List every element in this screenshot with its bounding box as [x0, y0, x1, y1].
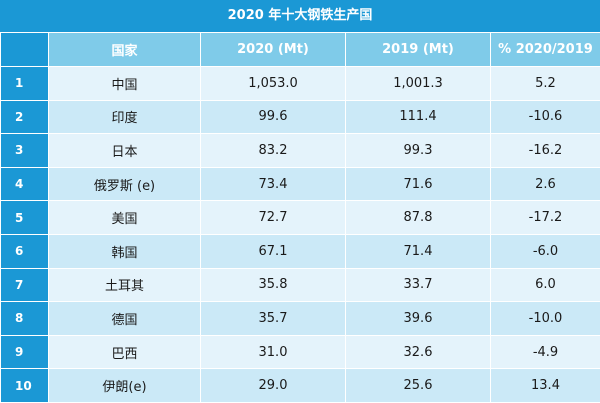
table-cell: -10.0 — [490, 301, 600, 336]
column-header: 2020 (Mt) — [200, 32, 346, 67]
table-cell: 32.6 — [345, 334, 491, 370]
rank-cell: 10 — [0, 368, 49, 403]
table-cell: 99.3 — [345, 133, 491, 168]
rank-cell: 3 — [0, 133, 49, 168]
table-cell: 99.6 — [200, 99, 346, 135]
table-cell: 71.6 — [345, 166, 491, 202]
table-cell: 13.4 — [490, 368, 600, 403]
table-cell: 67.1 — [200, 233, 346, 269]
table-row: 6 韩国 67.1 71.4 -6.0 — [0, 233, 600, 269]
column-header: 国家 — [48, 32, 201, 67]
rank-cell: 5 — [0, 200, 49, 235]
table-cell: 73.4 — [200, 166, 346, 202]
table-row: 10 伊朗(e) 29.0 25.6 13.4 — [0, 368, 600, 403]
table-cell: 39.6 — [345, 301, 491, 336]
rank-cell: 1 — [0, 66, 49, 101]
table: 国家 2020 (Mt) 2019 (Mt)% 2020/2019 1 中国 1,053… — [0, 32, 600, 403]
table-cell: 5.2 — [490, 66, 600, 101]
table-body: 1 中国 1,053.0 1,001.3 5.2 2 印度 99.6 111.4 -10.6 3 日本… — [0, 66, 600, 403]
table-row: 4 俄罗斯 (e) 73.4 71.6 2.6 — [0, 166, 600, 202]
rank-cell: 6 — [0, 233, 49, 269]
table-cell: -17.2 — [490, 200, 600, 235]
table-cell: 72.7 — [200, 200, 346, 235]
table-cell: 印度 — [48, 99, 201, 135]
table-row: 1 中国 1,053.0 1,001.3 5.2 — [0, 66, 600, 101]
table-cell: 87.8 — [345, 200, 491, 235]
table-cell: 美国 — [48, 200, 201, 235]
table-cell: 111.4 — [345, 99, 491, 135]
table-cell: 25.6 — [345, 368, 491, 403]
table-cell: 29.0 — [200, 368, 346, 403]
column-header: % 2020/2019 — [490, 32, 600, 67]
table-cell: -10.6 — [490, 99, 600, 135]
title: 2020 年十大钢铁生产国 — [0, 0, 600, 32]
table-row: 8 德国 35.7 39.6 -10.0 — [0, 301, 600, 336]
table-cell: 土耳其 — [48, 267, 201, 303]
table-cell: -16.2 — [490, 133, 600, 168]
rank-cell: 7 — [0, 267, 49, 303]
table-row: 9 巴西 31.0 32.6 -4.9 — [0, 334, 600, 370]
table-cell: 俄罗斯 (e) — [48, 166, 201, 202]
table-cell: 35.7 — [200, 301, 346, 336]
table-row: 7 土耳其 35.8 33.7 6.0 — [0, 267, 600, 303]
table-cell: 中国 — [48, 66, 201, 101]
table-cell: 1,001.3 — [345, 66, 491, 101]
table-cell: 伊朗(e) — [48, 368, 201, 403]
table-row: 3 日本 83.2 99.3 -16.2 — [0, 133, 600, 168]
table-cell: 35.8 — [200, 267, 346, 303]
table-row: 5 美国 72.7 87.8 -17.2 — [0, 200, 600, 235]
table-cell: 德国 — [48, 301, 201, 336]
table-cell: 韩国 — [48, 233, 201, 269]
corner-cell — [0, 32, 49, 67]
table-cell: 1,053.0 — [200, 66, 346, 101]
rank-cell: 8 — [0, 301, 49, 336]
rank-cell: 4 — [0, 166, 49, 202]
table-cell: -4.9 — [490, 334, 600, 370]
header-row: 国家 2020 (Mt) 2019 (Mt)% 2020/2019 — [0, 32, 600, 67]
table-cell: 33.7 — [345, 267, 491, 303]
table-cell: 巴西 — [48, 334, 201, 370]
rank-cell: 9 — [0, 334, 49, 370]
table-row: 2 印度 99.6 111.4 -10.6 — [0, 99, 600, 135]
table-cell: 日本 — [48, 133, 201, 168]
rank-cell: 2 — [0, 99, 49, 135]
table-cell: 31.0 — [200, 334, 346, 370]
table-cell: 83.2 — [200, 133, 346, 168]
table-cell: 71.4 — [345, 233, 491, 269]
column-header: 2019 (Mt) — [345, 32, 491, 67]
table-cell: 2.6 — [490, 166, 600, 202]
table-cell: 6.0 — [490, 267, 600, 303]
table-cell: -6.0 — [490, 233, 600, 269]
